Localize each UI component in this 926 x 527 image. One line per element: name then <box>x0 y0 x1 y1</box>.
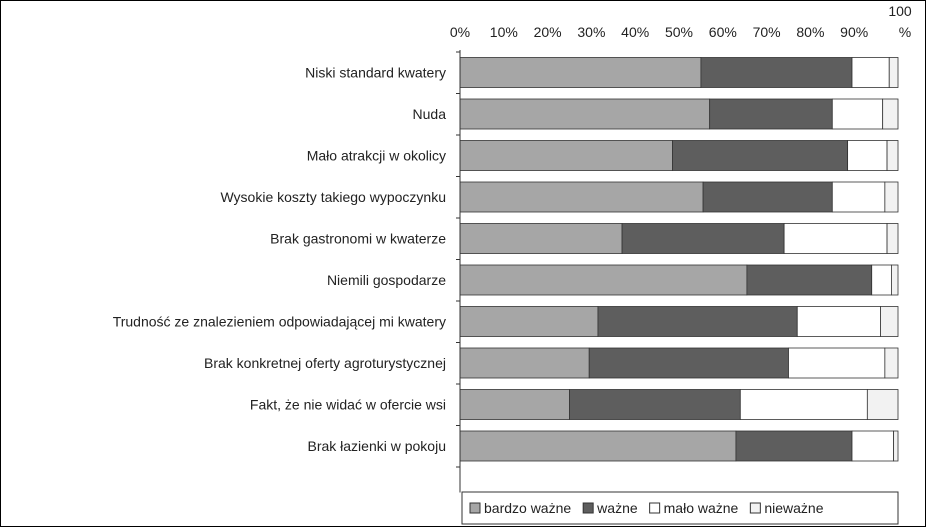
category-label: Brak gastronomi w kwaterze <box>270 231 446 247</box>
bar-segment-bardzo-ważne <box>459 306 599 337</box>
bar-segment-nieważne <box>886 140 899 171</box>
bar-segment-bardzo-ważne <box>459 430 737 462</box>
bar-segment-ważne <box>597 306 798 337</box>
x-tick-label: 10% <box>490 24 518 40</box>
category-label: Niski standard kwatery <box>305 65 446 81</box>
legend-label: bardzo ważne <box>484 500 571 516</box>
bar-segment-bardzo-ważne <box>459 181 704 213</box>
x-tick-label: 70% <box>753 24 781 40</box>
y-axis <box>456 50 461 493</box>
bar-segment-bardzo-ważne <box>459 98 711 130</box>
bar-segment-nieważne <box>880 306 899 337</box>
category-label: Fakt, że nie widać w ofercie wsi <box>250 397 446 413</box>
bar-segment-nieważne <box>884 181 899 213</box>
bar-segment-ważne <box>588 347 789 379</box>
legend-label: ważne <box>596 500 638 516</box>
x-axis-ticks: 0% 10% 20% 30% 40% 50% 60% 70% 80% 90% 100% <box>450 3 912 40</box>
legend-swatch <box>469 502 481 514</box>
bars <box>459 57 899 462</box>
bar-segment-bardzo-ważne <box>459 223 623 254</box>
x-tick-label: 0% <box>450 24 470 40</box>
x-tick-label: 30% <box>577 24 605 40</box>
bar-segment-mało-ważne <box>847 140 888 171</box>
category-label: Trudność ze znalezieniem odpowiadającej … <box>113 314 446 330</box>
category-label: Niemili gospodarze <box>327 272 446 288</box>
bar-segment-bardzo-ważne <box>459 264 748 296</box>
legend-box <box>461 491 899 525</box>
bar-segment-ważne <box>702 181 833 213</box>
x-tick-label: 40% <box>621 24 649 40</box>
bar-segment-ważne <box>709 98 833 130</box>
x-tick-label: 50% <box>665 24 693 40</box>
bar-segment-nieważne <box>893 430 899 462</box>
legend-swatch <box>582 502 594 514</box>
bar-segment-bardzo-ważne <box>459 389 570 420</box>
bar-segment-ważne <box>700 57 853 88</box>
x-tick-label: 20% <box>534 24 562 40</box>
bar-segment-nieważne <box>866 389 899 420</box>
x-tick-label: 60% <box>709 24 737 40</box>
category-label: Brak konkretnej oferty agroturystycznej <box>204 355 446 371</box>
bar-segment-nieważne <box>888 57 899 88</box>
legend-label: mało ważne <box>664 500 739 516</box>
bar-segment-nieważne <box>884 347 899 379</box>
bar-segment-mało-ważne <box>739 389 868 420</box>
bar-segment-bardzo-ważne <box>459 347 590 379</box>
bar-segment-mało-ważne <box>788 347 886 379</box>
bar-segment-mało-ważne <box>783 223 888 254</box>
bar-segment-nieważne <box>891 264 899 296</box>
bar-segment-ważne <box>746 264 873 296</box>
category-labels: Niski standard kwatery Nuda Mało atrakcji … <box>113 65 447 455</box>
bar-segment-mało-ważne <box>851 430 895 462</box>
bar-segment-ważne <box>672 140 849 171</box>
legend-swatch <box>749 502 761 514</box>
bar-segment-ważne <box>735 430 853 462</box>
bar-segment-nieważne <box>886 223 899 254</box>
bar-segment-mało-ważne <box>831 181 886 213</box>
legend-swatch <box>649 502 661 514</box>
bar-segment-mało-ważne <box>871 264 892 296</box>
bar-segment-nieważne <box>882 98 899 130</box>
category-label: Wysokie koszty takiego wypoczynku <box>220 189 446 205</box>
legend: bardzo ważne ważne mało ważne nieważne <box>461 491 899 525</box>
bar-segment-ważne <box>621 223 785 254</box>
bar-segment-mało-ważne <box>831 98 884 130</box>
x-tick-label: 80% <box>796 24 824 40</box>
x-tick-label: 100 <box>888 3 912 19</box>
bar-segment-ważne <box>569 389 741 420</box>
bar-segment-bardzo-ważne <box>459 140 673 171</box>
category-label: Mało atrakcji w okolicy <box>307 148 446 164</box>
bar-segment-bardzo-ważne <box>459 57 702 88</box>
x-tick-label: % <box>899 24 911 40</box>
bar-segment-mało-ważne <box>851 57 890 88</box>
bar-segment-mało-ważne <box>796 306 881 337</box>
x-tick-label: 90% <box>840 24 868 40</box>
category-label: Nuda <box>413 106 447 122</box>
legend-label: nieważne <box>764 500 823 516</box>
category-label: Brak łazienki w pokoju <box>307 438 446 454</box>
